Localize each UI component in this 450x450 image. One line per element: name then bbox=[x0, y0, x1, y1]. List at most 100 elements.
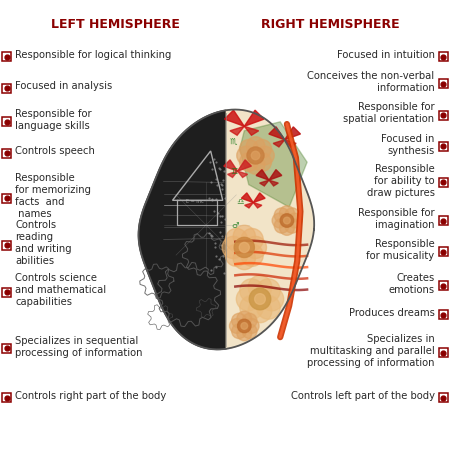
Text: Creates
emotions: Creates emotions bbox=[388, 273, 435, 295]
Point bbox=[208, 233, 215, 240]
Text: Controls right part of the body: Controls right part of the body bbox=[15, 391, 167, 401]
Circle shape bbox=[233, 248, 256, 270]
Text: RIGHT HEMISPHERE: RIGHT HEMISPHERE bbox=[261, 18, 400, 31]
FancyBboxPatch shape bbox=[3, 194, 11, 202]
Point bbox=[207, 159, 214, 166]
Circle shape bbox=[237, 326, 252, 341]
Point bbox=[206, 194, 213, 202]
FancyBboxPatch shape bbox=[439, 142, 447, 151]
Circle shape bbox=[253, 153, 271, 171]
Text: ♏: ♏ bbox=[230, 138, 237, 147]
Text: Responsible for
imagination: Responsible for imagination bbox=[358, 208, 435, 230]
Text: Controls science
and mathematical
capabilities: Controls science and mathematical capabi… bbox=[15, 274, 107, 307]
Text: LEFT HEMISPHERE: LEFT HEMISPHERE bbox=[51, 18, 180, 31]
Point bbox=[211, 239, 218, 247]
Polygon shape bbox=[226, 109, 314, 349]
Circle shape bbox=[244, 319, 259, 333]
Point bbox=[219, 252, 226, 259]
Point bbox=[213, 182, 220, 189]
Circle shape bbox=[241, 244, 263, 266]
Circle shape bbox=[251, 151, 260, 160]
Circle shape bbox=[238, 319, 251, 333]
Text: Controls left part of the body: Controls left part of the body bbox=[291, 391, 435, 401]
Text: Focused in analysis: Focused in analysis bbox=[15, 81, 113, 91]
Point bbox=[216, 165, 223, 172]
Polygon shape bbox=[285, 140, 296, 147]
Circle shape bbox=[256, 146, 274, 165]
Polygon shape bbox=[225, 110, 244, 126]
Polygon shape bbox=[244, 126, 259, 135]
FancyBboxPatch shape bbox=[439, 52, 447, 61]
Polygon shape bbox=[245, 202, 253, 208]
Text: Responsible
for memorizing
facts  and
 names: Responsible for memorizing facts and nam… bbox=[15, 173, 91, 219]
Text: Responsible
for musicality: Responsible for musicality bbox=[366, 239, 435, 261]
FancyBboxPatch shape bbox=[439, 281, 447, 290]
FancyBboxPatch shape bbox=[439, 393, 447, 402]
Point bbox=[218, 232, 225, 239]
Circle shape bbox=[240, 296, 263, 319]
Circle shape bbox=[237, 311, 252, 326]
Circle shape bbox=[242, 324, 257, 338]
Circle shape bbox=[279, 220, 294, 235]
Text: E = mc²: E = mc² bbox=[186, 198, 206, 203]
Point bbox=[218, 219, 225, 226]
Point bbox=[214, 209, 221, 216]
Point bbox=[218, 181, 225, 188]
Text: Produces dreams: Produces dreams bbox=[349, 308, 435, 318]
FancyBboxPatch shape bbox=[3, 344, 11, 353]
Point bbox=[218, 212, 225, 219]
Text: Conceives the non-verbal
information: Conceives the non-verbal information bbox=[307, 71, 435, 93]
Circle shape bbox=[236, 287, 260, 311]
Point bbox=[212, 252, 220, 259]
Point bbox=[212, 176, 220, 183]
Point bbox=[211, 207, 218, 215]
FancyBboxPatch shape bbox=[3, 149, 11, 158]
Polygon shape bbox=[240, 122, 307, 207]
Point bbox=[221, 216, 229, 223]
Circle shape bbox=[240, 279, 263, 302]
Text: Responsible for logical thinking: Responsible for logical thinking bbox=[15, 50, 172, 60]
Circle shape bbox=[230, 319, 244, 333]
Text: ♊: ♊ bbox=[231, 166, 238, 176]
Polygon shape bbox=[269, 170, 282, 180]
Circle shape bbox=[274, 208, 289, 223]
Circle shape bbox=[239, 140, 258, 158]
Polygon shape bbox=[260, 180, 269, 186]
Circle shape bbox=[225, 229, 248, 251]
Circle shape bbox=[279, 206, 294, 220]
Point bbox=[218, 185, 225, 193]
Circle shape bbox=[287, 213, 302, 228]
Polygon shape bbox=[230, 126, 244, 135]
Polygon shape bbox=[244, 110, 264, 126]
FancyBboxPatch shape bbox=[439, 216, 447, 225]
Polygon shape bbox=[139, 110, 226, 349]
Text: ♎: ♎ bbox=[236, 196, 243, 205]
Circle shape bbox=[241, 323, 248, 329]
Polygon shape bbox=[238, 171, 248, 177]
Text: Responsible for
language skills: Responsible for language skills bbox=[15, 109, 92, 131]
Circle shape bbox=[248, 275, 272, 299]
Polygon shape bbox=[241, 193, 253, 202]
Point bbox=[216, 165, 223, 172]
Circle shape bbox=[280, 214, 294, 227]
Text: Responsible
for ability to
draw pictures: Responsible for ability to draw pictures bbox=[366, 164, 435, 198]
Point bbox=[213, 195, 220, 203]
Polygon shape bbox=[269, 127, 285, 140]
Text: ♂: ♂ bbox=[232, 220, 239, 230]
FancyBboxPatch shape bbox=[439, 111, 447, 120]
Circle shape bbox=[242, 313, 257, 328]
Circle shape bbox=[222, 236, 244, 259]
Circle shape bbox=[244, 236, 266, 259]
Point bbox=[221, 162, 229, 170]
Text: Specializes in
multitasking and parallel
processing of information: Specializes in multitasking and parallel… bbox=[307, 334, 435, 368]
Point bbox=[207, 266, 215, 274]
Circle shape bbox=[232, 324, 247, 338]
Circle shape bbox=[285, 218, 300, 233]
Polygon shape bbox=[253, 193, 265, 202]
Circle shape bbox=[248, 299, 272, 323]
Circle shape bbox=[249, 288, 271, 310]
Point bbox=[220, 168, 227, 175]
Polygon shape bbox=[228, 171, 238, 177]
FancyBboxPatch shape bbox=[439, 178, 447, 187]
Point bbox=[211, 244, 218, 251]
